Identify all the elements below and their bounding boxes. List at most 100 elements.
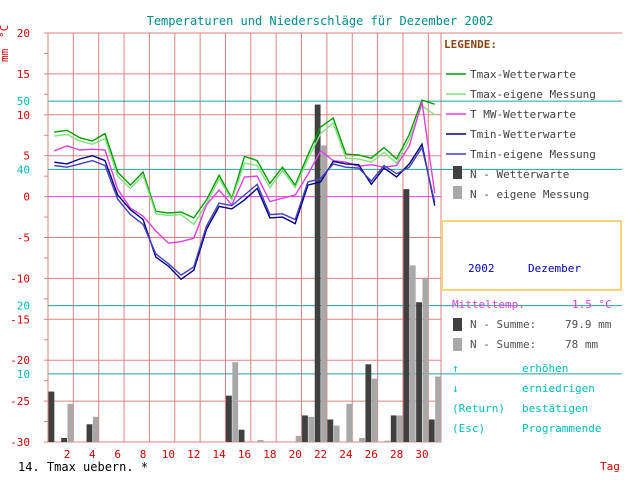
stats-swatch-wetterwarte [453,318,462,331]
temp-tick-label: -30 [10,436,30,449]
x-tick-label: 14 [213,448,227,461]
precip-bar-eigene [67,403,74,442]
period-box: 2002 Dezember [441,220,622,291]
mm-unit-label: mm [0,48,11,62]
x-tick-label: 20 [289,448,302,461]
mm-tick-label: 40 [17,163,30,176]
precip-bar-eigene [397,415,403,442]
mitteltemp-label: Mitteltemp. [452,298,525,311]
precip-bar-eigene [308,416,315,442]
key-esc[interactable]: (Esc) [452,422,485,435]
precip-bar-wetterwarte [365,364,372,442]
legend-label: Tmin-Wetterwarte [470,128,576,141]
temp-tick-label: 10 [17,109,30,122]
precip-bar-eigene [422,277,429,442]
temp-tick-label: 0 [23,191,30,204]
action-up[interactable]: erhöhen [522,362,568,375]
temp-line-1 [54,104,436,226]
legend-label: T MW-Wetterwarte [470,108,576,121]
temp-tick-label: 15 [17,68,30,81]
precip-bar-eigene [359,437,365,442]
stats-swatch-eigene [453,338,462,351]
period-month: Dezember [528,262,581,275]
action-esc[interactable]: Programmende [522,422,601,435]
x-tick-label: 12 [187,448,200,461]
precip-bar-wetterwarte [86,424,93,442]
precip-bar-eigene [371,378,378,442]
precip-bar-wetterwarte [314,104,321,442]
x-axis-label: Tag [600,460,620,473]
x-tick-label: 16 [238,448,251,461]
chart-title: Temperaturen und Niederschläge für Dezem… [147,14,494,28]
precip-bar-wetterwarte [390,415,397,442]
precip-bar-eigene [333,425,340,442]
key-down[interactable]: ↓ [452,382,459,395]
x-tick-label: 30 [415,448,428,461]
temp-tick-label: -10 [10,272,30,285]
x-tick-label: 26 [365,448,378,461]
precip-bar-wetterwarte [302,415,308,442]
stats-row-value-2: 78 mm [565,338,598,351]
precip-bar-wetterwarte [48,391,55,442]
precip-bar-wetterwarte [327,419,334,442]
x-tick-label: 22 [314,448,327,461]
precip-bar-eigene [257,439,264,442]
status-line: 14. Tmax uebern. * [18,460,149,474]
x-tick-label: 6 [114,448,121,461]
precip-bar-eigene [384,440,391,442]
x-tick-label: 18 [263,448,276,461]
stats-panel: Mitteltemp. 1.5 °C N - Summe: 79.9 mm N … [452,298,612,351]
precip-bar-wetterwarte [225,395,232,442]
stats-row-value-1: 79.9 mm [565,318,612,331]
legend-header: LEGENDE: [444,38,497,51]
legend-swatch-bar [453,166,462,179]
precip-bar-eigene [435,376,441,442]
temp-line-2 [54,101,436,244]
precip-bar-eigene [346,403,353,442]
key-return[interactable]: (Return) [452,402,505,415]
temp-line-3 [54,142,436,281]
temp-tick-label: 20 [17,27,30,40]
x-tick-label: 10 [162,448,175,461]
precip-bar-wetterwarte [428,419,435,442]
temp-line-4 [54,145,436,276]
precip-bar-wetterwarte [403,189,410,442]
legend-swatch-bar [453,186,462,199]
x-tick-label: 28 [390,448,403,461]
controls-panel: ↑ erhöhen ↓ erniedrigen (Return) bestäti… [452,362,601,435]
legend-items: Tmax-Wetterwarte Tmax-eigene Messung T MW-… [446,68,596,201]
action-return[interactable]: bestätigen [522,402,588,415]
mm-tick-label: 20 [17,300,30,313]
temp-line-0 [54,99,435,219]
key-up[interactable]: ↑ [452,362,459,375]
legend-panel: LEGENDE: Tmax-Wetterwarte Tmax-eigene Mes… [440,32,622,201]
precip-bar-eigene [409,265,416,442]
legend-label: Tmax-Wetterwarte [470,68,576,81]
precip-bar-wetterwarte [61,437,68,442]
plot-grid [47,32,622,443]
temp-tick-label: 5 [23,150,30,163]
period-year: 2002 [468,262,495,275]
temp-tick-label: -5 [17,232,30,245]
mm-tick-label: 10 [17,368,30,381]
precip-bar-wetterwarte [238,429,245,442]
x-tick-label: 24 [339,448,353,461]
temperature-lines [54,99,436,281]
action-down[interactable]: erniedrigen [522,382,595,395]
x-tick-label: 2 [64,448,71,461]
legend-label: Tmin-eigene Messung [470,148,596,161]
mitteltemp-value: 1.5 °C [572,298,612,311]
temp-tick-label: -20 [10,354,30,367]
temp-tick-label: -15 [10,313,30,326]
precip-bars [48,104,441,442]
precip-bar-wetterwarte [416,302,422,442]
precip-bar-eigene [232,362,239,442]
temp-tick-label: -25 [10,395,30,408]
precip-bar-eigene [295,435,302,442]
legend-label: Tmax-eigene Messung [470,88,596,101]
legend-label: N - Wetterwarte [470,168,569,181]
stats-row-label-2: N - Summe: [470,338,536,351]
precip-bar-eigene [92,416,99,442]
